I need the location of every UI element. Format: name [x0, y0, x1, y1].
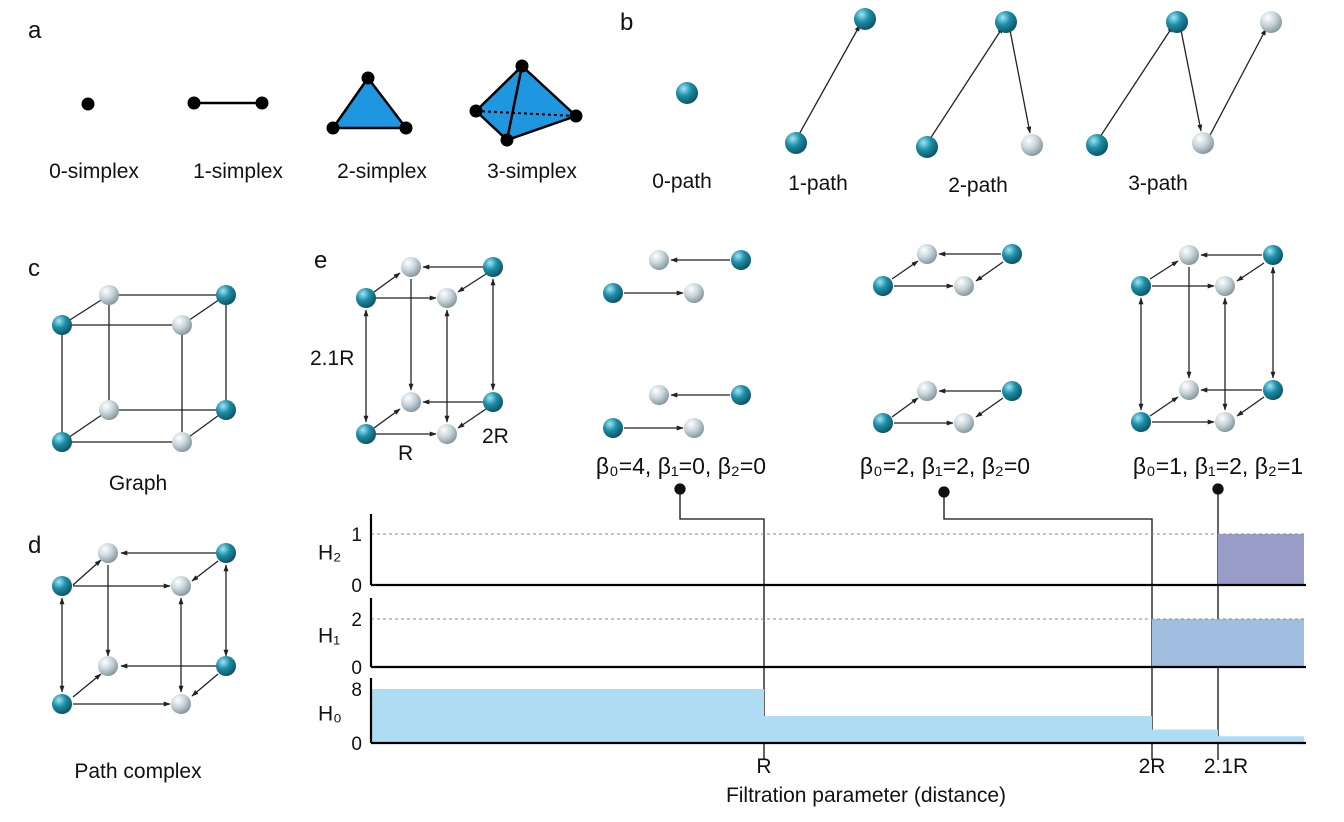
simplex-label-1: 1-simplex — [193, 160, 283, 183]
homology-row-label: H₁ — [318, 625, 340, 648]
barcode-bar-H₀-2 — [1152, 729, 1218, 743]
path2-vertex — [1021, 134, 1043, 156]
betti-label-3: β₀=1, β₁=2, β₂=1 — [1133, 453, 1303, 479]
path-label-0: 0-path — [652, 170, 712, 193]
simplex-1 — [187, 96, 269, 110]
y-tick-label: 8 — [351, 680, 362, 701]
barcode-bar-H₂-0 — [1218, 534, 1304, 585]
x-tick-label: 2R — [1139, 755, 1166, 778]
path-label-3: 3-path — [1128, 172, 1188, 195]
x-tick-label: R — [756, 755, 771, 778]
path3-vertex — [1192, 132, 1214, 154]
path1-vertex — [854, 8, 876, 30]
barcode-bar-H₀-0 — [371, 689, 764, 743]
panel-letter-b: b — [620, 9, 633, 36]
x-tick-label: 2.1R — [1204, 755, 1248, 778]
path1-vertex — [785, 132, 807, 154]
path2-vertex — [995, 11, 1017, 33]
filtration-stage-3 — [1131, 245, 1283, 432]
path-complex-caption: Path complex — [74, 760, 202, 783]
path-label-2: 2-path — [948, 174, 1008, 197]
filtration-stage-1 — [603, 250, 751, 438]
x-axis-label: Filtration parameter (distance) — [726, 784, 1006, 807]
y-tick-label: 0 — [351, 658, 362, 679]
y-tick-label: 1 — [351, 525, 362, 546]
panel-letter-e: e — [314, 247, 327, 274]
panel-letter-c: c — [28, 255, 40, 282]
graph-caption: Graph — [109, 472, 167, 495]
simplex-label-0: 0-simplex — [49, 160, 139, 183]
barcode-bar-H₀-3 — [1218, 736, 1304, 743]
simplex-2 — [326, 71, 413, 135]
path3-vertex — [1166, 11, 1188, 33]
path2-vertex — [916, 136, 938, 158]
panel-c-graph: Graph — [52, 285, 236, 495]
y-tick-label: 0 — [351, 576, 362, 597]
betti-label-2: β₀=2, β₁=2, β₂=0 — [860, 453, 1030, 479]
y-tick-label: 2 — [351, 610, 362, 631]
homology-row-label: H₀ — [318, 703, 342, 726]
homology-row-label: H₂ — [318, 542, 341, 565]
simplex-label-2: 2-simplex — [337, 160, 427, 183]
path-label-1: 1-path — [788, 172, 848, 195]
betti-label-1: β₀=4, β₁=0, β₂=0 — [596, 453, 766, 479]
panel-b-paths: 0-path 1-path 2-path 3-path — [652, 8, 1282, 197]
panel-letter-d: d — [28, 532, 41, 559]
panel-d-path-complex: Path complex — [52, 543, 236, 783]
filtration-stage-2 — [873, 244, 1022, 433]
barcode-bar-H₁-0 — [1152, 619, 1304, 667]
path0-vertex — [676, 82, 698, 104]
path3-vertex — [1086, 134, 1108, 156]
simplex-0-vertex — [81, 97, 95, 111]
barcode-bar-H₀-1 — [764, 716, 1152, 743]
cube-depth-label: 2R — [482, 425, 509, 448]
panel-letter-a: a — [28, 17, 42, 44]
simplex-label-3: 3-simplex — [487, 160, 577, 183]
simplex-3 — [469, 59, 583, 147]
cube-width-label: R — [398, 442, 413, 465]
y-tick-label: 0 — [351, 734, 362, 755]
panel-e-cube: 2.1R R 2R — [310, 257, 509, 465]
cube-height-label: 2.1R — [310, 347, 354, 370]
path3-vertex — [1260, 11, 1282, 33]
panel-a-simplices: 0-simplex 1-simplex 2-simplex 3-simplex — [49, 59, 583, 183]
